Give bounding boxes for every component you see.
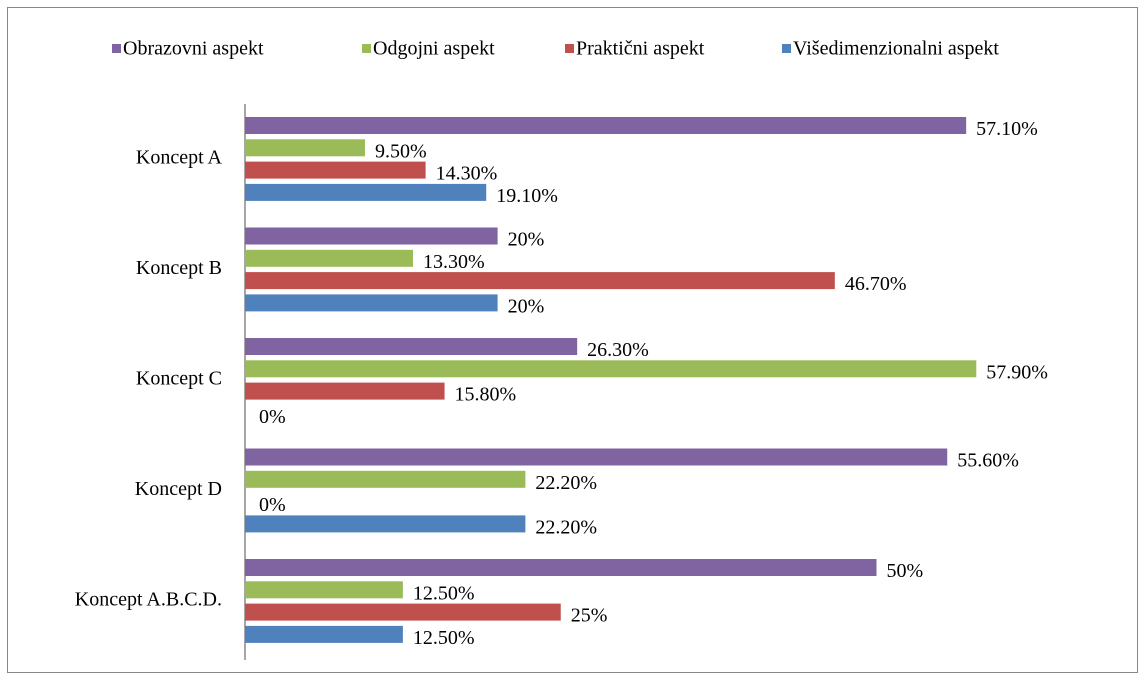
bar	[245, 272, 835, 290]
category-label: Koncept A.B.C.D.	[75, 589, 222, 611]
bar	[245, 470, 526, 488]
value-label: 20%	[508, 229, 545, 251]
value-label: 46.70%	[845, 273, 907, 295]
legend-swatch	[112, 44, 121, 53]
value-label: 22.20%	[535, 472, 597, 494]
value-label: 57.90%	[986, 361, 1048, 383]
bar	[245, 294, 498, 312]
bar	[245, 625, 403, 643]
value-label: 20%	[508, 295, 545, 317]
legend-label: Praktični aspekt	[576, 38, 705, 60]
value-label: 22.20%	[535, 516, 597, 538]
value-label: 55.60%	[957, 450, 1019, 472]
bar	[245, 161, 426, 179]
value-label: 12.50%	[413, 582, 475, 604]
bar	[245, 448, 948, 466]
category-label: Koncept C	[136, 368, 222, 390]
legend-swatch	[362, 44, 371, 53]
bar	[245, 515, 526, 533]
value-label: 57.10%	[976, 118, 1038, 140]
legend-swatch	[782, 44, 791, 53]
bar	[245, 139, 365, 157]
legend-label: Obrazovni aspekt	[123, 38, 264, 60]
bar	[245, 249, 413, 267]
category-label: Koncept B	[136, 257, 222, 279]
bar	[245, 559, 877, 576]
legend-label: Odgojni aspekt	[373, 38, 495, 60]
bar	[245, 360, 977, 378]
bar	[245, 227, 498, 245]
bar	[245, 603, 561, 621]
value-label: 50%	[887, 560, 924, 582]
value-label: 9.50%	[375, 140, 427, 162]
value-label: 26.30%	[587, 339, 649, 361]
value-label: 0%	[259, 494, 286, 516]
value-label: 14.30%	[436, 163, 498, 185]
value-label: 0%	[259, 406, 286, 428]
value-label: 19.10%	[496, 185, 558, 207]
legend-label: Višedimenzionalni aspekt	[793, 38, 999, 60]
value-label: 15.80%	[455, 384, 517, 406]
category-label: Koncept D	[135, 478, 222, 500]
category-label: Koncept A	[136, 147, 223, 169]
value-label: 25%	[571, 605, 608, 627]
legend-swatch	[565, 44, 574, 53]
value-label: 13.30%	[423, 251, 485, 273]
bar	[245, 183, 487, 201]
bar	[245, 117, 967, 134]
bar	[245, 338, 578, 355]
bar	[245, 382, 445, 400]
value-label: 12.50%	[413, 627, 475, 649]
bar	[245, 581, 403, 599]
